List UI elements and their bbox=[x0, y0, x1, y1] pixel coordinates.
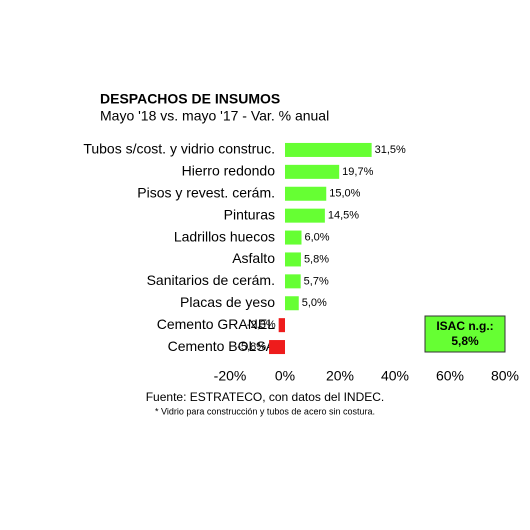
value-label: 6,0% bbox=[305, 231, 330, 243]
value-label: 31,5% bbox=[375, 144, 406, 156]
bar bbox=[285, 274, 301, 289]
category-label: Ladrillos huecos bbox=[174, 228, 275, 244]
x-tick-label: 80% bbox=[491, 368, 519, 384]
isac-title: ISAC n.g.: bbox=[436, 319, 493, 333]
value-label: 19,7% bbox=[342, 166, 373, 178]
category-label: Sanitarios de cerám. bbox=[147, 272, 275, 288]
category-label: Pinturas bbox=[224, 206, 275, 222]
category-label: Pisos y revest. cerám. bbox=[137, 184, 275, 200]
bar bbox=[285, 296, 299, 311]
x-tick-label: 40% bbox=[381, 368, 409, 384]
x-tick-label: 20% bbox=[326, 368, 354, 384]
x-tick-label: -20% bbox=[214, 368, 247, 384]
bar bbox=[285, 164, 340, 179]
category-label: Hierro redondo bbox=[182, 163, 276, 179]
category-label: Cemento BOLSA bbox=[168, 338, 276, 354]
category-label: Asfalto bbox=[232, 250, 275, 266]
value-label: 15,0% bbox=[329, 188, 360, 200]
category-label: Tubos s/cost. y vidrio construc. bbox=[83, 141, 275, 157]
x-tick-label: 60% bbox=[436, 368, 464, 384]
value-label: 5,7% bbox=[304, 275, 329, 287]
bar bbox=[285, 186, 327, 201]
value-label: 5,0% bbox=[302, 297, 327, 309]
bar bbox=[278, 318, 285, 333]
bar bbox=[285, 142, 372, 157]
category-label: Placas de yeso bbox=[180, 294, 275, 310]
value-label: 14,5% bbox=[328, 210, 359, 222]
bar bbox=[269, 340, 285, 355]
isac-box bbox=[424, 315, 506, 353]
value-label: -5,8% bbox=[237, 341, 266, 353]
x-tick-label: 0% bbox=[275, 368, 295, 384]
value-label: -2,3% bbox=[247, 319, 276, 331]
chart-subtitle: Mayo '18 vs. mayo '17 - Var. % anual bbox=[100, 108, 329, 124]
bar bbox=[285, 230, 302, 245]
bar bbox=[285, 208, 325, 223]
chart-title: DESPACHOS DE INSUMOS bbox=[100, 91, 280, 107]
value-label: 5,8% bbox=[304, 253, 329, 265]
source: Fuente: ESTRATECO, con datos del INDEC. bbox=[146, 390, 385, 404]
footnote: * Vidrio para construcción y tubos de ac… bbox=[155, 406, 375, 416]
bar bbox=[285, 252, 301, 267]
category-label: Cemento GRANEL bbox=[157, 316, 275, 332]
isac-value: 5,8% bbox=[451, 334, 479, 348]
